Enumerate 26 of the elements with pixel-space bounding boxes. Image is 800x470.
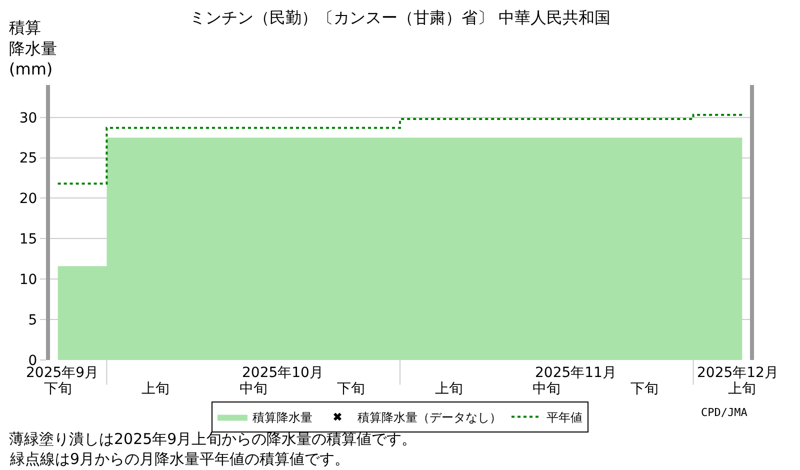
legend-label: 積算降水量 <box>252 410 312 424</box>
chart-title: ミンチン（民勤）〔カンスー（甘粛）省〕 中華人民共和国 <box>189 8 611 27</box>
text: 薄緑塗り潰しは2025年9月上旬からの降水量の積算値です。 <box>9 430 417 448</box>
legend-label: 積算降水量（データなし） <box>358 410 502 424</box>
y-tick-label: 15 <box>19 232 38 248</box>
x-tick-label: 上旬 <box>728 381 756 397</box>
y-tick-label: 10 <box>19 272 38 288</box>
x-tick-label: 中旬 <box>239 381 268 397</box>
text: 2025年10月 <box>242 365 324 381</box>
text: 2025年11月 <box>535 365 616 381</box>
y-tick-label: 20 <box>19 191 38 208</box>
x-tick-label: 下旬 <box>337 381 366 397</box>
text: 緑点線は9月からの月降水量平年値の積算値です。 <box>9 450 350 468</box>
x-tick-label: 上旬 <box>142 381 170 397</box>
text: 2025年12月 <box>697 365 778 381</box>
y-axis-title: 積算降水量(mm) <box>9 18 57 79</box>
y-tick-label: 5 <box>28 312 38 328</box>
x-tick-label: 中旬 <box>532 381 561 397</box>
x-tick-label: 上旬 <box>434 381 463 397</box>
text: CPD/JMA <box>701 406 748 419</box>
x-tick-label: 下旬 <box>630 381 658 397</box>
y-tick-label: 25 <box>19 150 38 167</box>
x-tick-label: 下旬 <box>44 381 72 397</box>
y-tick-label: 30 <box>19 110 38 126</box>
text: 2025年9月 <box>26 365 99 381</box>
legend-label: 平年値 <box>546 410 582 424</box>
